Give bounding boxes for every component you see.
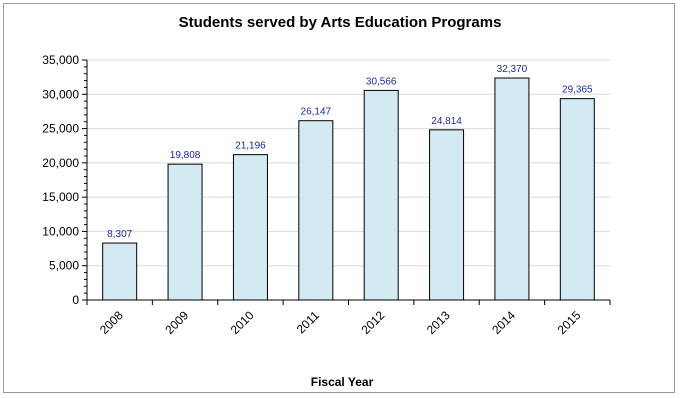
- bar-2009: [167, 163, 203, 301]
- y-tick-label: 30,000: [42, 87, 79, 101]
- bar-2014: [494, 77, 530, 301]
- data-label-2012: 30,566: [366, 76, 397, 87]
- bar-2011: [298, 120, 334, 301]
- y-tick-label: 5,000: [49, 259, 79, 273]
- y-tick-label: 10,000: [42, 224, 79, 238]
- data-label-2014: 32,370: [497, 64, 528, 75]
- data-label-2009: 19,808: [170, 150, 201, 161]
- x-axis-label: Fiscal Year: [311, 375, 374, 389]
- y-tick-label: 15,000: [42, 190, 79, 204]
- y-tick-label: 0: [72, 293, 79, 307]
- bars: [102, 77, 595, 301]
- bar-2008: [102, 242, 138, 301]
- grid-lines: [87, 59, 610, 267]
- x-tick-label-2014: 2014: [489, 308, 518, 337]
- x-tick-label-2009: 2009: [162, 308, 191, 337]
- bar-2013: [429, 129, 465, 301]
- data-label-2010: 21,196: [235, 141, 266, 152]
- x-tick-label-2012: 2012: [359, 308, 388, 337]
- x-tick-label-2013: 2013: [424, 308, 453, 337]
- x-tick-label-2011: 2011: [294, 308, 322, 336]
- x-tick-label-2008: 2008: [97, 308, 126, 337]
- x-ticks: 2008 2009 2010 2011 2012 2013 2014 2015: [86, 300, 611, 337]
- bar-2012: [363, 89, 399, 301]
- chart-title: Students served by Arts Education Progra…: [179, 14, 502, 31]
- data-labels: 8,307 19,808 21,196 26,147 30,566 24,814 32,37…: [107, 64, 593, 240]
- y-tick-label: 20,000: [42, 156, 79, 170]
- axes: [86, 60, 610, 301]
- y-tick-label: 35,000: [42, 53, 79, 67]
- bar-2010: [232, 154, 268, 301]
- bar-2015: [559, 98, 595, 301]
- data-label-2011: 26,147: [301, 107, 332, 118]
- data-label-2013: 24,814: [431, 116, 462, 127]
- x-tick-label-2015: 2015: [555, 308, 584, 337]
- x-tick-label-2010: 2010: [228, 308, 257, 337]
- y-ticks: 0 5,000 10,000 15,000 20,000 25,000 30,000 35,0…: [42, 53, 87, 307]
- y-tick-label: 25,000: [42, 122, 79, 136]
- data-label-2015: 29,365: [562, 85, 593, 96]
- data-label-2008: 8,307: [107, 229, 132, 240]
